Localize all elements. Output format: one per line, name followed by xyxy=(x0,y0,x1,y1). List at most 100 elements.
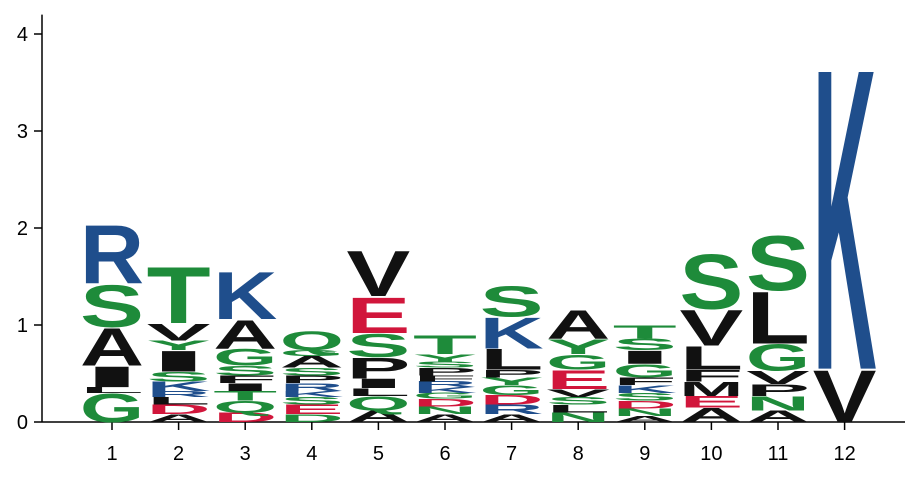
logo-letter-d: D xyxy=(213,410,277,425)
logo-letter-q: Q xyxy=(280,326,344,356)
logo-letter-g: G xyxy=(213,344,277,371)
logo-letter-s: S xyxy=(613,391,677,403)
logo-letter-s: S xyxy=(280,395,344,407)
logo-letter-g: G xyxy=(746,336,810,378)
logo-letter-n: N xyxy=(546,410,610,425)
logo-letter-a: A xyxy=(213,312,277,357)
logo-letter-l: L xyxy=(480,343,544,376)
logo-letter-a: A xyxy=(80,317,144,377)
logo-letter-d: D xyxy=(280,412,344,424)
x-tick-label: 2 xyxy=(173,443,184,465)
logo-letter-e: E xyxy=(546,365,610,395)
logo-letter-s: S xyxy=(147,369,211,384)
logo-letter-s: S xyxy=(413,360,477,369)
logo-letter-y: Y xyxy=(546,335,610,359)
logo-letter-k: K xyxy=(613,383,677,395)
logo-letter-a: A xyxy=(613,415,677,424)
logo-letter-a: A xyxy=(413,412,477,424)
logo-letter-v: V xyxy=(680,300,744,357)
logo-letter-a: A xyxy=(480,412,544,424)
logo-letter-g: G xyxy=(480,383,544,398)
logo-letter-l: L xyxy=(80,386,144,395)
y-tick-label: 2 xyxy=(17,218,28,240)
logo-letter-s: S xyxy=(613,336,677,354)
y-tick-label: 3 xyxy=(17,121,28,143)
logo-letter-d: D xyxy=(413,397,477,409)
logo-letter-g: G xyxy=(280,349,344,358)
x-tick-label: 10 xyxy=(700,443,722,465)
x-tick-label: 8 xyxy=(573,443,584,465)
logo-letter-q: Q xyxy=(346,392,410,415)
logo-letter-f: F xyxy=(213,374,277,386)
logo-letter-p: P xyxy=(413,366,477,378)
logo-letter-r: R xyxy=(413,380,477,389)
logo-letter-i: I xyxy=(213,381,277,393)
logo-letter-r: R xyxy=(80,209,144,302)
logo-letter-s: S xyxy=(213,363,277,378)
logo-letter-y: Y xyxy=(413,352,477,364)
logo-letter-v: V xyxy=(147,319,211,346)
logo-letter-m: M xyxy=(679,377,743,400)
logo-letter-g: G xyxy=(413,392,477,401)
logo-letter-a: A xyxy=(147,412,211,424)
logo-letter-l: L xyxy=(346,386,410,398)
x-tick-label: 3 xyxy=(240,443,251,465)
logo-letter-y: Y xyxy=(480,376,544,388)
logo-letter-n: N xyxy=(746,392,810,415)
logo-letter-k: K xyxy=(480,308,544,357)
logo-letter-s: S xyxy=(346,327,410,364)
logo-letter-a: A xyxy=(280,353,344,371)
x-tick-label: 4 xyxy=(306,443,317,465)
logo-letter-k: K xyxy=(280,390,344,399)
x-tick-label: 9 xyxy=(639,443,650,465)
logo-letter-k: K xyxy=(413,386,477,395)
logo-letter-d: D xyxy=(613,399,677,411)
logo-letter-i: I xyxy=(80,360,144,393)
logo-letter-i: I xyxy=(613,347,677,368)
logo-letters: GLIASRADLRKSIYVTDQTIFSGAKDESKRPSAGQAQLIP… xyxy=(80,0,877,460)
logo-letter-t: T xyxy=(413,330,477,360)
logo-letter-k: K xyxy=(813,0,877,460)
logo-letter-d: D xyxy=(147,402,211,417)
x-tick-label: 5 xyxy=(373,443,384,465)
logo-letter-i: I xyxy=(346,376,410,391)
logo-letter-f: F xyxy=(679,367,743,385)
x-tick-label: 11 xyxy=(768,443,789,465)
x-tick-label: 1 xyxy=(106,443,117,465)
logo-letter-t: T xyxy=(213,388,277,403)
logo-letter-s: S xyxy=(679,238,743,326)
logo-letter-e: E xyxy=(280,402,344,417)
logo-letter-a: A xyxy=(546,302,610,347)
logo-letter-k: K xyxy=(213,258,277,333)
logo-letter-s: S xyxy=(546,395,610,407)
x-tick-label: 12 xyxy=(833,443,855,465)
logo-letter-g: G xyxy=(546,350,610,374)
logo-letter-r: R xyxy=(280,381,344,393)
logo-letter-i: I xyxy=(147,345,211,378)
logo-letter-v: V xyxy=(546,387,610,399)
y-tick-label: 0 xyxy=(17,412,28,434)
logo-letter-k: K xyxy=(147,379,211,394)
logo-letter-l: L xyxy=(679,340,743,377)
logo-letter-a: A xyxy=(746,408,810,426)
logo-letter-n: N xyxy=(613,407,677,419)
logo-letter-g: G xyxy=(80,385,144,431)
logo-letter-t: T xyxy=(613,322,677,343)
logo-letter-n: N xyxy=(413,405,477,417)
logo-letter-s: S xyxy=(480,277,544,325)
logo-letter-p: P xyxy=(480,368,544,380)
logo-letter-l: L xyxy=(746,277,810,359)
logo-letter-v: V xyxy=(746,367,810,388)
logo-letter-y: Y xyxy=(147,338,211,353)
logo-letter-p: P xyxy=(280,374,344,386)
logo-letter-f: F xyxy=(413,374,477,383)
logo-letter-q: Q xyxy=(213,398,277,416)
logo-letter-p: P xyxy=(746,381,810,399)
logo-letter-s: S xyxy=(746,220,810,308)
logo-letter-r: R xyxy=(480,402,544,417)
logo-letter-r: R xyxy=(147,390,211,399)
logo-letter-s: S xyxy=(280,366,344,378)
